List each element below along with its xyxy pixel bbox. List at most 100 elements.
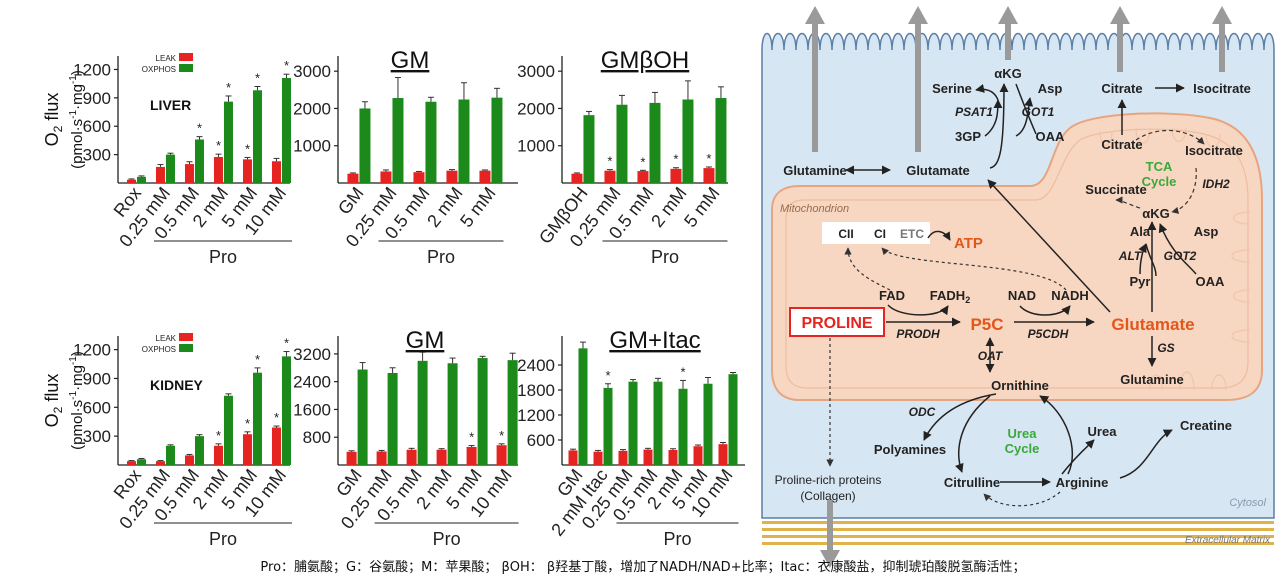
legend-label-leak: LEAK [156,334,177,343]
glutamine-cyto-label: Glutamine [783,163,847,178]
bar-leak [406,449,417,465]
significance-star: * [226,80,231,95]
significance-star: * [197,121,202,136]
bar-leak [718,444,728,465]
panel-label: LIVER [150,97,191,113]
bar-oxphos [616,104,628,183]
bar-oxphos [507,360,518,465]
p5c-label: P5C [970,315,1003,334]
collagen-label: (Collagen) [800,489,855,503]
bar-leak [184,455,194,465]
group-label: Pro [663,529,691,549]
cytosol-label: Cytosol [1229,497,1266,509]
y-tick-label: 300 [83,146,111,165]
bar-oxphos [359,108,371,183]
group-label: Pro [209,529,237,549]
y-tick-label: 900 [83,369,111,388]
y-tick-label: 1200 [517,406,555,425]
legend-swatch-leak [179,53,193,61]
bar-leak [618,450,628,465]
bar-oxphos [387,372,398,465]
panel-label: KIDNEY [150,377,204,393]
pathway-diagram: Extracellular Matrix [761,6,1275,568]
pyr-label: Pyr [1130,274,1151,289]
etc-box [822,222,930,244]
alt-label: ALT [1118,249,1143,263]
tca-cycle-label: TCA Cycle [1142,159,1177,189]
group-label: Pro [427,247,455,267]
bar-leak [271,427,281,465]
nadh-label: NADH [1051,288,1089,303]
y-tick-label: 600 [527,431,555,450]
bar-leak [436,449,447,465]
y-tick-label: 3000 [293,62,331,81]
significance-star: * [284,336,289,351]
bar-oxphos [477,358,488,465]
legend-swatch-oxphos [179,344,193,352]
isocitrate-top-label: Isocitrate [1193,81,1251,96]
bar-oxphos [715,98,727,183]
bar-leak [637,171,649,183]
fad-label: FAD [879,288,905,303]
gs-label: GS [1157,341,1174,355]
legend-label-oxphos: OXPHOS [142,65,176,74]
bar-leak [242,159,252,183]
y-tick-label: 1000 [517,137,555,156]
mitochondrion [771,112,1263,401]
glutamate-mito-label: Glutamate [1111,315,1194,334]
bar-oxphos [194,436,204,465]
significance-star: * [605,368,610,383]
idh2-label: IDH2 [1202,177,1230,191]
significance-star: * [284,58,289,73]
y-tick-label: 2400 [293,373,331,392]
creatine-label: Creatine [1180,418,1232,433]
citrate-tca-label: Citrate [1101,137,1142,152]
polyamines-label: Polyamines [874,442,946,457]
glutamine-mito-label: Glutamine [1120,372,1184,387]
bar-leak [593,451,603,465]
bar-leak [126,179,136,183]
ornithine-label: Ornithine [991,378,1049,393]
bar-leak [155,461,165,465]
bar-leak [568,450,578,465]
chart-title: GM+Itac [609,327,700,354]
figure-caption: Pro：脯氨酸；G：谷氨酸；M：苹果酸； βOH： β羟基丁酸，增加了NADH/… [260,560,1026,575]
bar-oxphos [165,445,175,465]
bar-leak [413,172,425,183]
mitochondrion-label: Mitochondrion [780,203,849,215]
bar-oxphos [281,356,291,465]
oaa-top-label: OAA [1036,129,1066,144]
bar-leak [213,156,223,183]
bar-oxphos [703,383,713,465]
bar-leak [479,170,491,183]
y-tick-label: 2000 [517,99,555,118]
bar-leak [184,164,194,183]
y-tick-label: 600 [83,117,111,136]
significance-star: * [680,364,685,379]
y-tick-label: 1800 [517,381,555,400]
significance-star: * [673,152,678,167]
bar-leak [346,451,357,465]
significance-star: * [274,410,279,425]
y-axis-label: O2 flux [42,374,65,428]
legend-label-oxphos: OXPHOS [142,345,176,354]
citrulline-label: Citrulline [944,475,1000,490]
bar-oxphos [603,387,613,465]
fadh2-label: FADH2 [930,288,970,305]
x-tick-label: 2 mM [423,183,466,231]
bar-oxphos [578,348,588,465]
bar-leak [376,451,387,465]
citrate-top-label: Citrate [1101,81,1142,96]
cristae [1099,127,1251,391]
serine-label: Serine [932,81,972,96]
ci-label: CI [874,227,886,241]
bar-oxphos [194,139,204,183]
chart-title: GM [391,47,430,74]
bar-oxphos [165,154,175,183]
bar-oxphos [252,372,262,465]
bar-leak [446,170,458,183]
bar-oxphos [628,381,638,465]
group-label: Pro [651,247,679,267]
